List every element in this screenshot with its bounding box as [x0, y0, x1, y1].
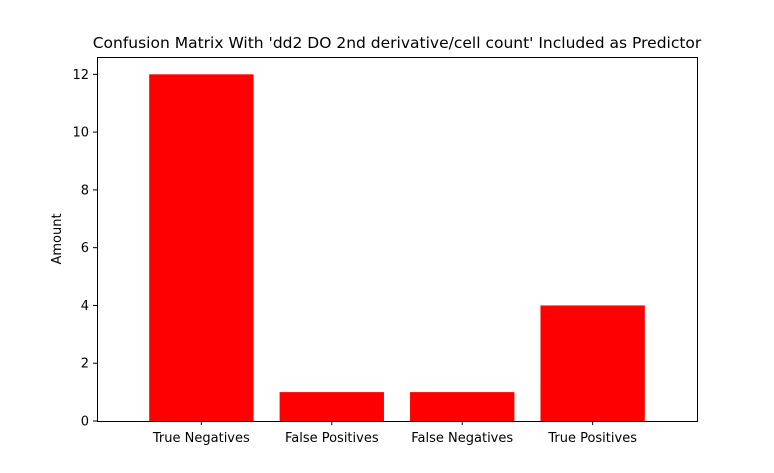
- y-tick-label: 12: [72, 68, 89, 83]
- bar-false-negatives: [410, 392, 515, 421]
- y-tick-label: 10: [72, 126, 89, 141]
- x-tick-label: False Negatives: [411, 431, 513, 446]
- bar-true-positives: [540, 305, 645, 421]
- y-tick-label: 4: [81, 299, 89, 314]
- y-axis-label: Amount: [50, 213, 65, 264]
- bars-group: [149, 74, 645, 421]
- x-tick-label: True Negatives: [152, 431, 250, 446]
- bar-false-positives: [279, 392, 384, 421]
- x-axis-ticks: True Negatives False Positives False Negat…: [152, 421, 637, 446]
- y-tick-label: 6: [81, 241, 89, 256]
- plot-area-frame: [97, 57, 698, 422]
- y-axis-ticks: 0 2 4 6 8 10 12: [72, 68, 97, 430]
- y-tick-label: 2: [81, 357, 89, 372]
- y-tick-label: 8: [81, 183, 89, 198]
- x-tick-label: False Positives: [285, 431, 379, 446]
- chart-title: Confusion Matrix With 'dd2 DO 2nd deriva…: [93, 34, 702, 52]
- y-tick-label: 0: [81, 415, 89, 430]
- bar-true-negatives: [149, 74, 254, 421]
- x-tick-label: True Positives: [547, 431, 637, 446]
